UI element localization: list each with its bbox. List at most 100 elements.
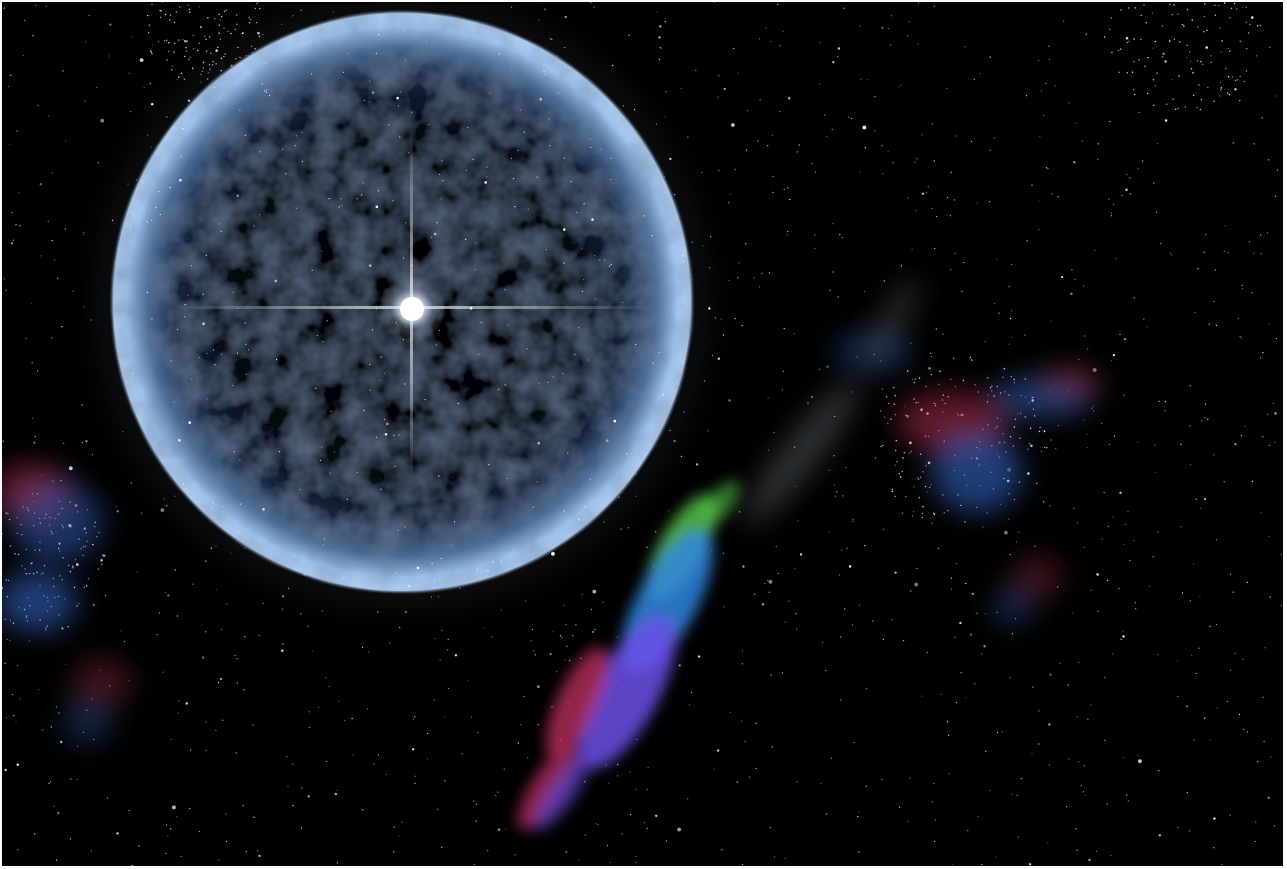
star-point [1144,65,1146,67]
star-point [146,291,148,293]
star-point [1011,336,1013,338]
star-point [1210,61,1212,64]
star-point [1111,51,1113,54]
star-point [1223,481,1225,483]
star-point [797,520,799,522]
star-point [1034,545,1036,547]
star-point [1206,29,1208,32]
star-point [1234,88,1237,91]
star-point [444,716,446,718]
star-point [592,589,597,594]
star-point [1214,14,1217,16]
star-point [665,840,668,842]
star-point [226,603,228,605]
star-point [187,4,190,6]
star-point [1180,526,1182,528]
star-point [1264,647,1266,649]
star-point [399,136,401,138]
star-point [1043,430,1046,432]
star-point [172,65,174,67]
star-point [1091,407,1093,409]
star-point [769,827,772,829]
star-point [610,157,612,159]
star-point [178,76,180,78]
star-point [3,7,5,9]
star-point [14,553,16,555]
star-point [1127,510,1129,513]
star-point [433,232,437,236]
star-point [934,819,937,821]
star-point [768,449,770,451]
star-point [594,629,596,631]
star-point [90,850,92,852]
star-point [1049,673,1052,676]
star-point [43,565,46,567]
star-point [940,693,942,695]
star-point [1047,168,1049,170]
star-point [779,111,781,113]
star-point [447,638,449,641]
star-point [557,92,559,94]
star-point [833,455,835,457]
star-point [931,123,933,125]
star-point [347,52,349,55]
star-point [1083,765,1085,767]
star-point [1076,849,1078,851]
star-point [11,211,13,214]
star-point [821,642,824,644]
star-point [1196,106,1199,109]
star-point [738,511,741,513]
star-point [578,518,580,521]
star-point [234,28,236,31]
star-point [1189,830,1191,832]
star-point [362,809,364,811]
star-point [187,295,189,297]
star-point [377,611,379,613]
star-point [814,234,816,236]
star-point [630,814,632,816]
star-point [412,748,415,751]
star-point [40,255,42,257]
star-point [532,506,535,508]
star-point [4,662,6,664]
star-point [718,75,720,77]
star-point [635,861,637,864]
star-point [1229,17,1231,19]
star-point [176,78,178,80]
star-point [928,367,931,370]
star-point [1154,444,1156,446]
star-point [500,560,502,562]
star-point [728,399,731,402]
star-point [1273,825,1276,827]
star-point [755,767,757,770]
star-point [1133,38,1135,40]
star-point [852,518,854,521]
star-point [1113,435,1115,437]
star-point [1018,531,1020,533]
star-point [938,383,940,386]
star-point [1165,103,1168,105]
star-point [47,220,49,222]
star-point [796,151,798,153]
star-point [1215,539,1218,541]
star-point [1176,660,1179,662]
star-point [590,2,592,4]
star-point [5,716,7,719]
star-point [166,824,168,826]
star-point [241,32,244,35]
star-point [202,61,205,64]
star-point [881,388,884,390]
star-point [131,36,133,38]
star-point [58,712,60,714]
star-point [299,489,301,491]
star-point [1126,72,1129,74]
star-point [1059,662,1061,665]
star-point [285,173,287,175]
star-point [916,477,918,479]
star-point [659,25,662,28]
star-point [561,636,563,638]
star-point [1160,243,1162,245]
star-point [1029,442,1031,445]
star-point [918,497,920,499]
star-point [1256,55,1258,57]
